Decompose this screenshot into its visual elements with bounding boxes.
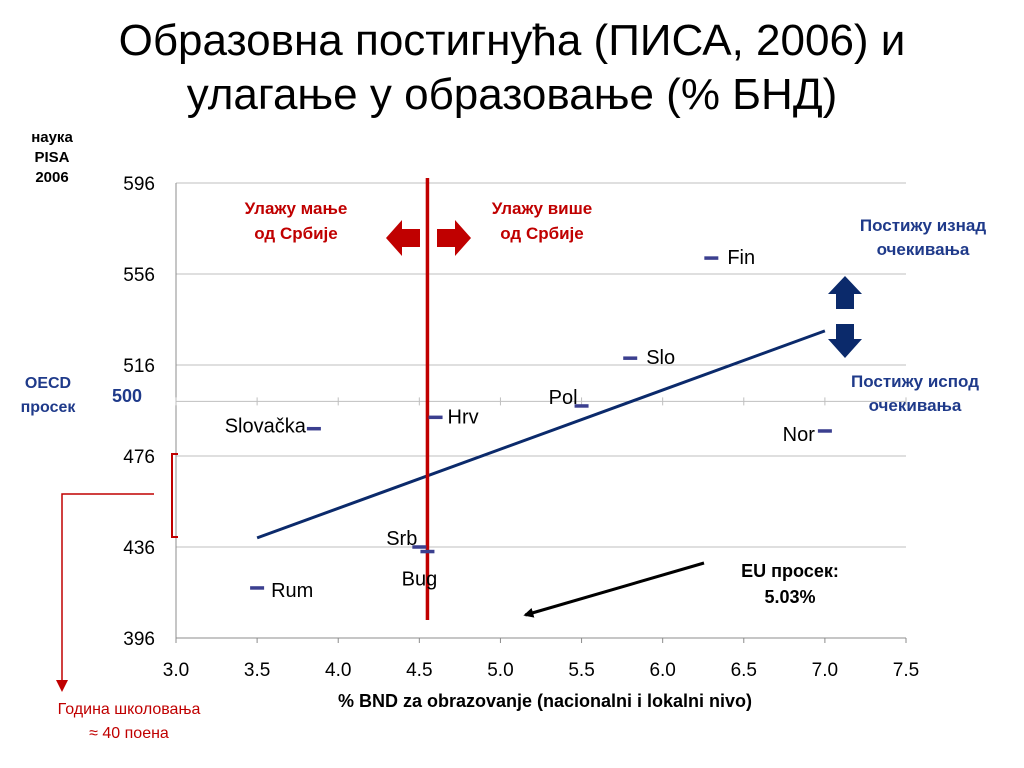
data-label-nor: Nor	[783, 424, 816, 446]
oecd-average-value: 500	[112, 386, 143, 406]
school-year-connector	[61, 493, 154, 688]
slide-title: Образовна постигнућа (ПИСА, 2006) и улаг…	[0, 14, 1024, 122]
invest-less-line-1: Улажу мање	[244, 199, 348, 218]
oecd-average-label: OECD просек	[6, 372, 90, 420]
x-tick-label: 6.0	[649, 660, 675, 681]
data-label-slovačka: Slovačka	[225, 416, 307, 438]
data-label-hrv: Hrv	[448, 406, 479, 428]
y-tick-label: 556	[123, 265, 155, 286]
data-points: Fin Slo Pol Hrv Slovačka Nor Srb Bug Rum	[225, 247, 832, 602]
below-line-2: очекивања	[868, 396, 962, 415]
data-label-pol: Pol	[549, 387, 578, 409]
y-header-line-3: 2006	[35, 169, 69, 186]
x-tick-label: 4.5	[406, 660, 432, 681]
y-header-line-2: PISA	[34, 149, 70, 166]
y-header-line-1: наука	[31, 129, 73, 146]
invest-more-line-2: од Србије	[500, 224, 584, 243]
invest-less-note: Улажу мање од Србије	[196, 196, 396, 246]
tick-labels: 396 436 476 516 556 596 3.0 3.5 4.0 4.5 5.0 5.5 6.0 6…	[123, 174, 919, 681]
above-expectation-note: Постижу изнад очекивања	[828, 214, 1018, 262]
oecd-label-line-2: просек	[20, 399, 76, 416]
x-tick-label: 5.0	[487, 660, 513, 681]
above-line-2: очекивања	[876, 240, 970, 259]
left-red-arrow-icon	[386, 220, 420, 256]
school-year-bracket	[171, 453, 178, 538]
invest-more-note: Улажу више од Србије	[442, 196, 642, 246]
eu-average-line-1: EU просек:	[741, 561, 839, 581]
y-tick-label: 396	[123, 629, 155, 650]
y-tick-label: 476	[123, 447, 155, 468]
x-tick-label: 5.5	[568, 660, 594, 681]
x-tick-label: 4.0	[325, 660, 351, 681]
data-label-bug: Bug	[402, 569, 438, 591]
data-label-fin: Fin	[727, 247, 755, 269]
data-label-slo: Slo	[646, 347, 675, 369]
up-blue-arrow-icon	[828, 276, 862, 309]
above-line-1: Постижу изнад	[859, 216, 987, 235]
title-line-2: улагање у образовање (% БНД)	[186, 70, 838, 119]
trendline-group	[256, 178, 826, 620]
grid-lines	[176, 182, 906, 548]
x-tick-label: 3.5	[244, 660, 270, 681]
below-line-1: Постижу испод	[851, 372, 979, 391]
y-tick-label: 516	[123, 356, 155, 377]
x-tick-label: 7.0	[812, 660, 838, 681]
below-expectation-note: Постижу испод очекивања	[820, 370, 1010, 418]
invest-more-line-1: Улажу више	[491, 199, 593, 218]
axes	[175, 183, 907, 643]
eu-average-arrow	[523, 561, 705, 618]
x-tick-label: 7.5	[893, 660, 919, 681]
school-year-arrow-icon	[56, 680, 68, 692]
school-year-note: Година школовања ≈ 40 поена	[14, 698, 244, 746]
oecd-label-line-1: OECD	[24, 375, 72, 392]
title-line-1: Образовна постигнућа (ПИСА, 2006) и	[118, 16, 906, 65]
y-tick-label: 596	[123, 174, 155, 195]
x-tick-label: 6.5	[731, 660, 757, 681]
school-year-line-1: Година школовања	[57, 701, 201, 718]
right-red-arrow-icon	[437, 220, 471, 256]
data-label-srb: Srb	[386, 528, 417, 550]
eu-average-line-2: 5.03%	[764, 587, 816, 607]
data-label-rum: Rum	[271, 580, 313, 602]
y-axis-header: наука PISA 2006	[22, 128, 82, 188]
school-year-line-2: ≈ 40 поена	[89, 725, 169, 742]
annotations	[56, 220, 862, 692]
invest-less-line-2: од Србије	[254, 224, 338, 243]
y-tick-label: 436	[123, 538, 155, 559]
x-tick-label: 3.0	[163, 660, 189, 681]
eu-average-note: EU просек: 5.03%	[700, 558, 880, 610]
down-blue-arrow-icon	[828, 324, 862, 358]
x-axis-title: % BND za obrazovanje (nacionalni i lokal…	[337, 691, 753, 711]
regression-line	[256, 329, 826, 540]
